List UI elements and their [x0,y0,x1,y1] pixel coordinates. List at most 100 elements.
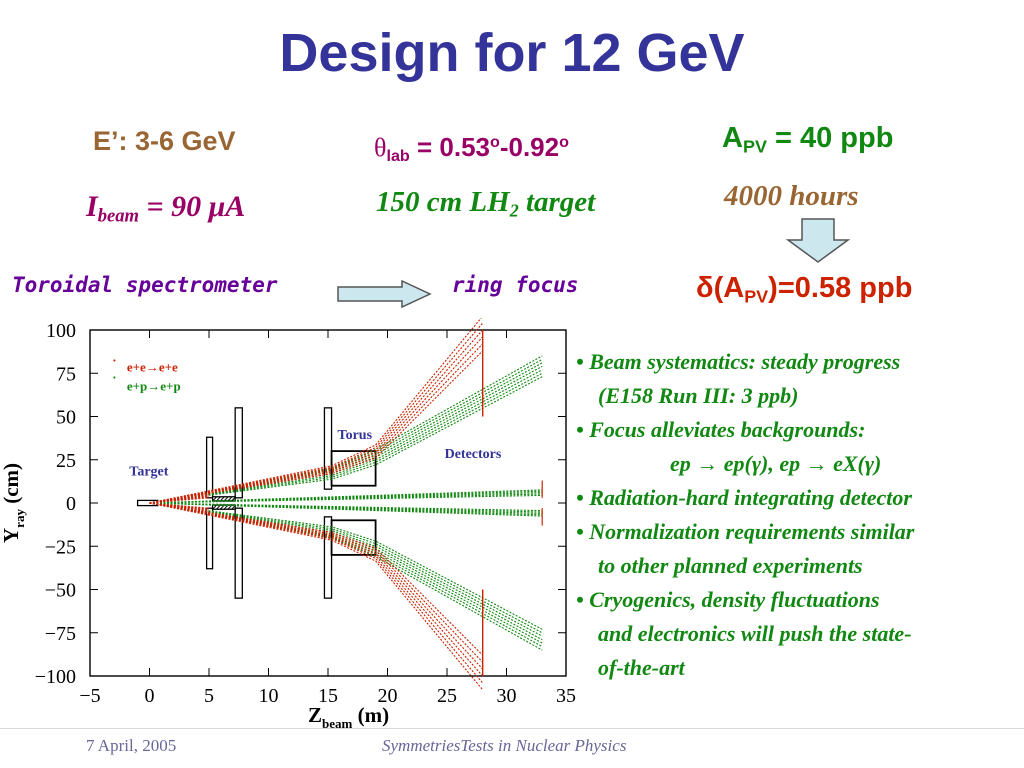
collimator-2-upper [234,407,243,499]
bullet-focus: • Focus alleviates backgrounds: [576,417,866,442]
beam-energy-text: E’: 3-6 GeV [93,126,236,156]
bullet-cryogenics: • Cryogenics, density fluctuations [576,587,880,612]
torus-lower [330,519,377,556]
y-axis-title: Yray (cm) [0,463,27,543]
x-tick-label: 30 [497,685,517,707]
y-tick-label: 100 [46,320,76,342]
ray-ep-forward [149,502,543,512]
ray-ep-forward [149,502,543,517]
ray-ee-upper [149,322,484,504]
down-arrow-icon [786,218,850,263]
apv-uncertainty: δ(APV)=0.58 ppb [696,272,912,305]
bullet-beam-systematics-detail: (E158 Run III: 3 ppb) [598,383,799,408]
ray-ee-upper [149,336,484,504]
footer-date: 7 April, 2005 [86,736,177,755]
right-arrow-icon [337,280,432,308]
ray-ep-forward [149,502,543,516]
bullet-normalization-detail: to other planned experiments [598,553,863,578]
ray-ee-upper [149,329,484,504]
x-tick-label: 20 [378,685,398,707]
target-post: target [518,186,596,218]
hatch-line [227,496,233,502]
theta-lab: θlab = 0.53o-0.92o [374,132,569,165]
legend-ee: e+e→e+e [127,360,178,375]
x-tick-label: 5 [204,685,214,707]
ray-ep-forward [149,490,543,504]
ray-ep-forward [149,492,543,504]
ray-ee-lower [149,502,484,691]
slide-title: Design for 12 GeV [279,23,745,83]
apv-symbol: A [722,122,743,154]
ray-ep-upper [149,369,543,504]
ring-focus-label: ring focus [452,273,579,297]
ray-ee-short [149,502,210,512]
ray-ep-upper [149,372,543,504]
ray-ee-short [149,502,210,513]
label-target: Target [129,464,168,479]
x-tick-label: 25 [437,685,457,707]
ray-ep-forward [149,502,543,513]
torus-upper [330,450,377,487]
y-tick-label: 0 [66,493,76,515]
ray-ep-lower [149,502,543,637]
y-tick-label: −50 [45,580,76,602]
collimator-3-lower [323,516,333,599]
hatch-line [231,496,237,502]
ray-ee-lower [149,502,484,670]
y-tick-label: 25 [56,450,76,472]
bullet-cryogenics-detail-1: and electronics will push the state- [598,621,912,646]
ray-ep-upper [149,376,543,504]
ray-ep-forward [149,493,543,504]
footer-title: SymmetriesTests in Nuclear Physics [382,736,627,755]
y-tick-label: 50 [56,407,76,429]
ray-ee-lower [149,502,484,684]
bullet-list: • Beam systematics: steady progress (E15… [576,345,1021,685]
delta-pre: δ(A [696,272,745,304]
toroidal-spectrometer-label: Toroidal spectrometer [12,273,278,297]
theta-value-high: -0.92 [499,132,560,162]
apv-number: = 40 ppb [766,122,894,154]
bullet-cryogenics-detail-2: of-the-art [598,655,685,680]
bullet-detector: • Radiation-hard integrating detector [576,485,912,510]
target-pre: 150 cm LH [376,186,510,218]
ray-ee-short [149,494,210,504]
label-torus: Torus [338,428,373,443]
ray-ee-lower [149,502,484,656]
ray-ee-lower [149,502,484,663]
x-tick-label: 10 [259,685,279,707]
apv-sub: PV [742,136,767,157]
ray-ee-short [149,502,210,514]
x-tick-label: −5 [79,685,100,707]
bullet-beam-systematics: • Beam systematics: steady progress [576,349,901,374]
ray-trace-plot: −5 0 5 10 15 20 25 30 351007550250−25−50−75−100Z… [0,318,576,731]
ray-ep-lower [149,502,543,634]
beam-current: Ibeam = 90 μA [86,190,245,225]
bullet-normalization: • Normalization requirements similar [576,519,915,544]
footer-divider [0,728,1024,729]
apv-value: APV = 40 ppb [722,122,893,155]
label-detectors: Detectors [445,447,502,462]
theta-symbol: θ [374,133,387,162]
ray-ep-lower [149,502,543,630]
legend-ee-marker: · [111,350,117,370]
legend-ep-marker: · [111,368,117,388]
theta-degree-2: o [559,133,569,152]
theta-sub: lab [386,146,410,165]
theta-degree-1: o [489,133,500,152]
y-tick-label: 75 [56,363,76,385]
ray-ee-upper [149,350,484,504]
ray-ep-forward [149,494,543,504]
ray-ee-short [149,492,210,504]
x-axis-title: Zbeam (m) [308,703,389,731]
target-sub: 2 [509,200,519,221]
collimator-2-lower [234,507,243,599]
hatch-line [212,496,218,502]
run-hours: 4000 hours [724,180,859,213]
ray-ep-forward [149,489,543,504]
x-tick-label: 15 [318,685,338,707]
ray-ee-upper [149,318,482,504]
collimator-lower [205,507,214,570]
y-tick-label: −25 [45,536,76,558]
bullet-focus-detail: ep → ep(γ), ep → eX(γ) [670,451,882,476]
delta-sub: PV [744,286,769,307]
